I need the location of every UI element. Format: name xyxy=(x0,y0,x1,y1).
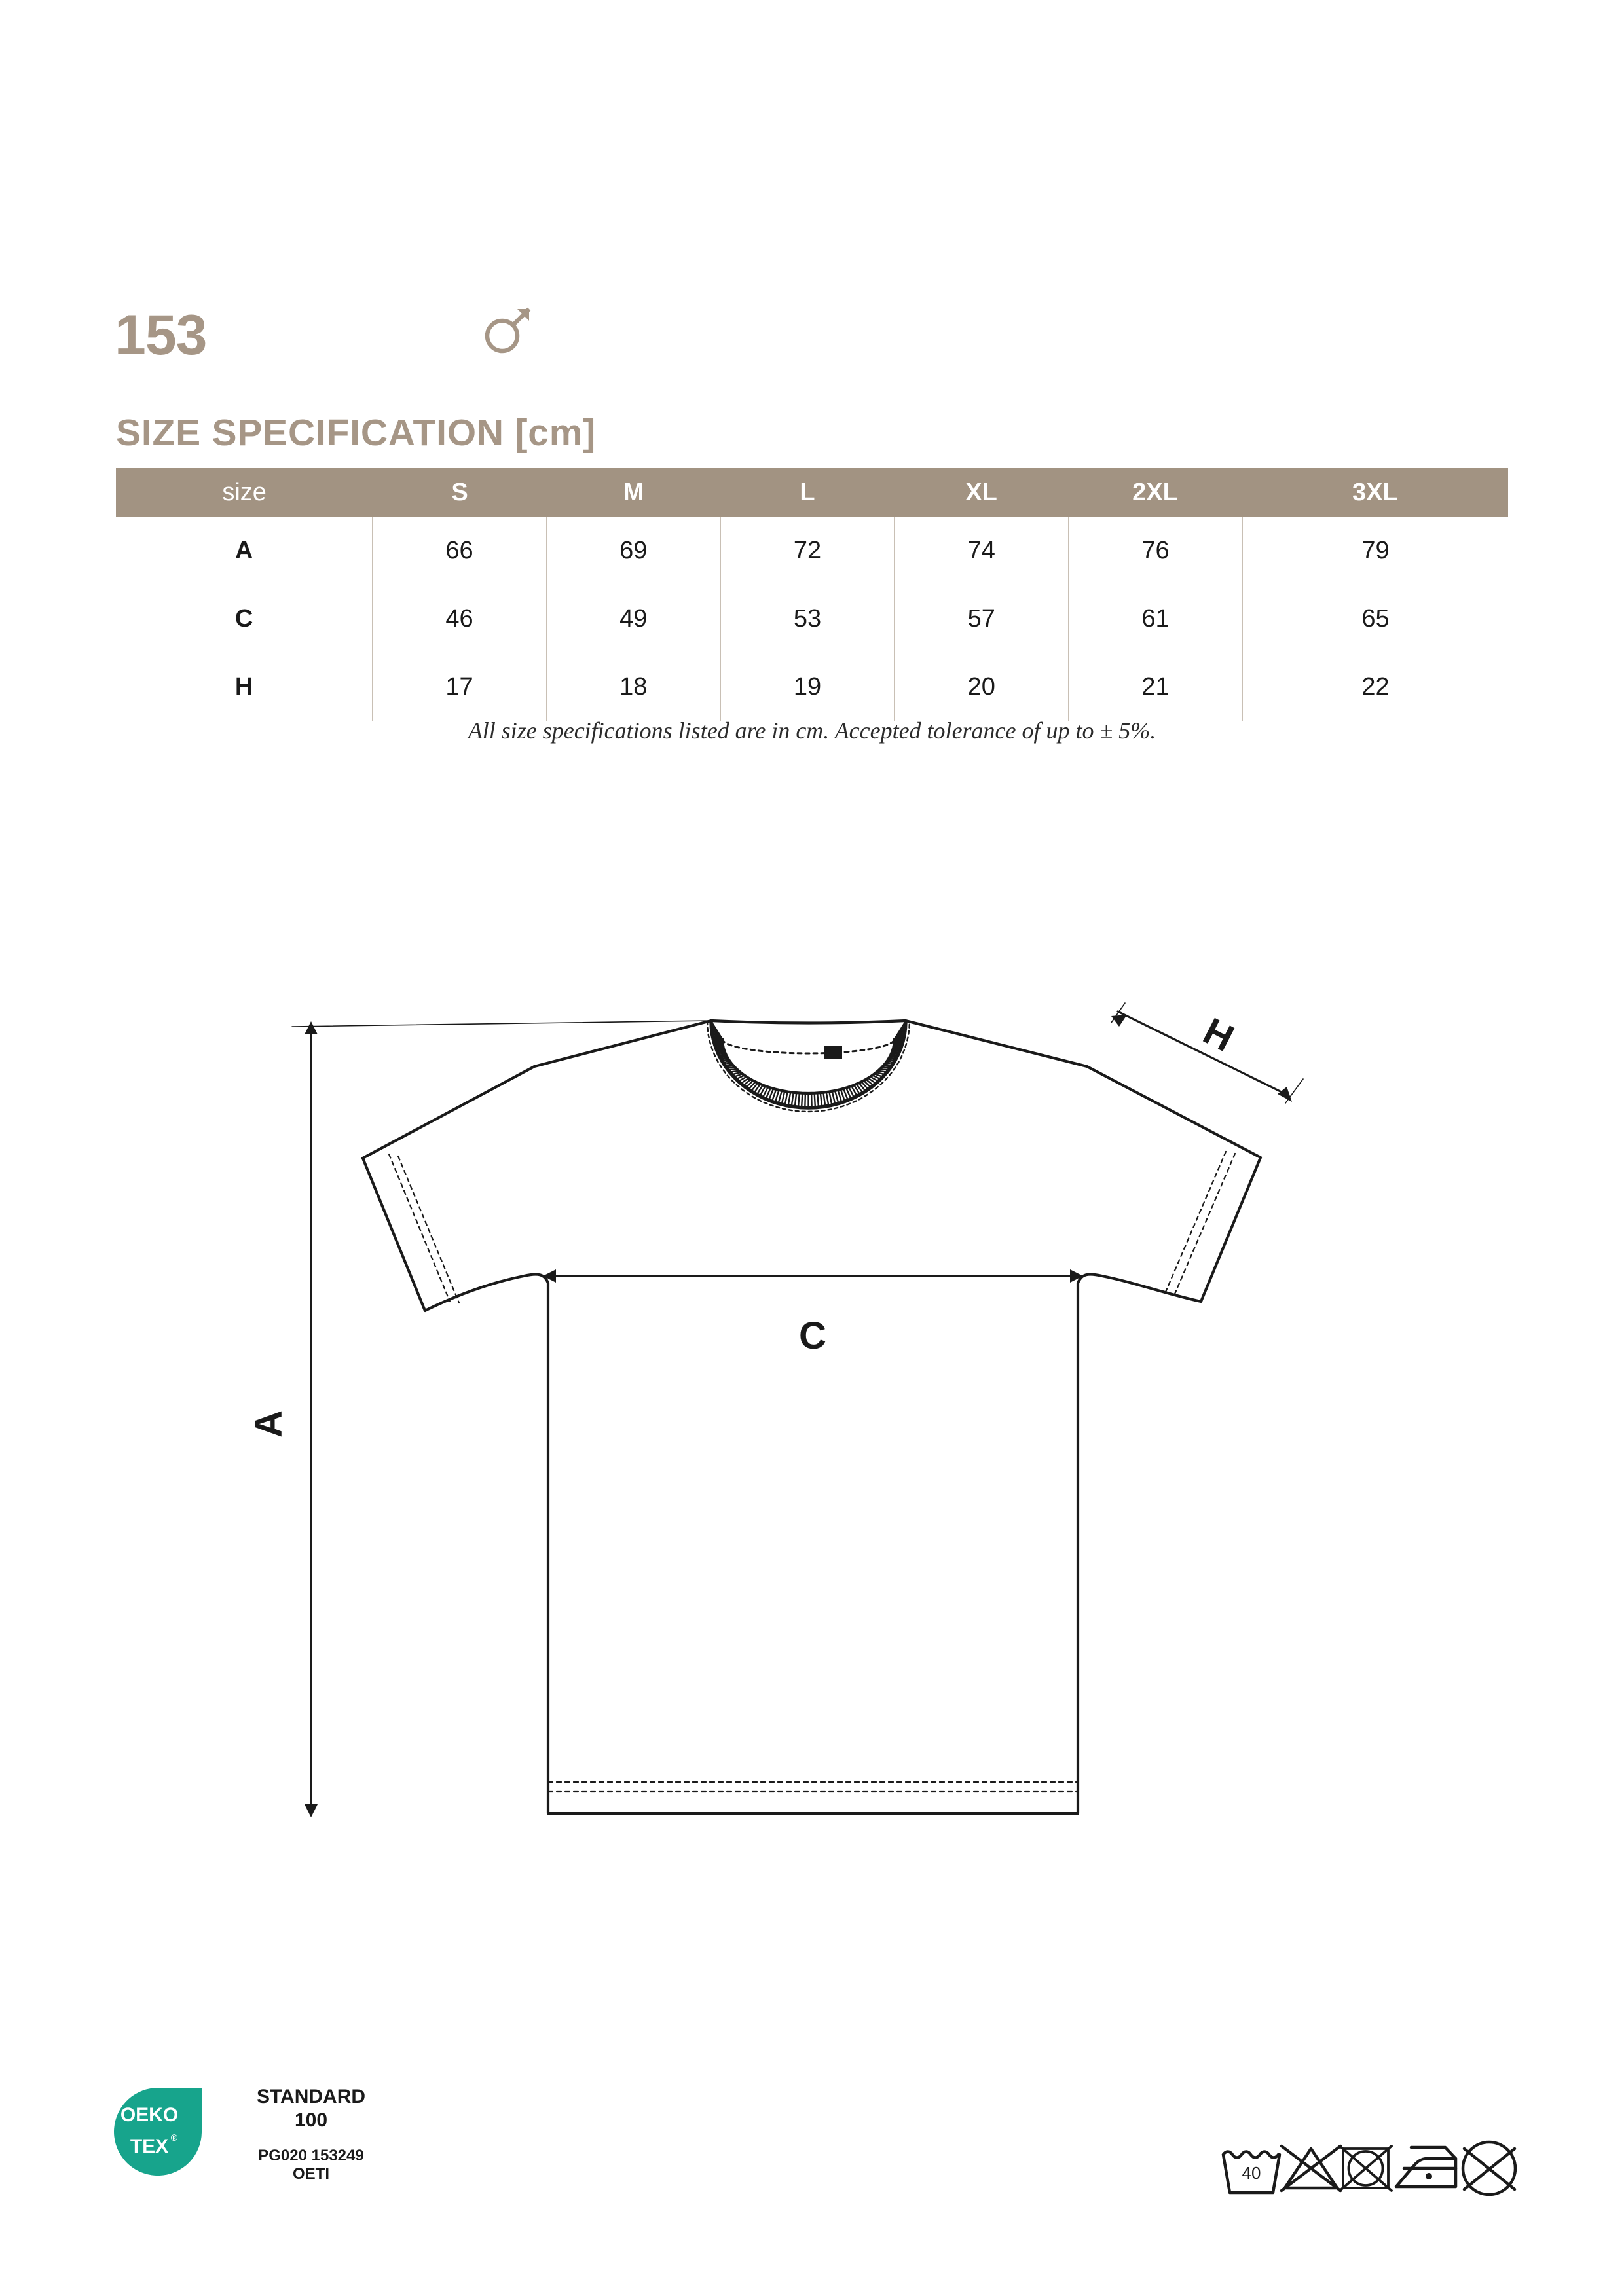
svg-text:C: C xyxy=(799,1315,826,1357)
svg-text:40: 40 xyxy=(1242,2163,1261,2183)
svg-text:OETI: OETI xyxy=(293,2165,329,2183)
svg-text:STANDARD: STANDARD xyxy=(257,2086,365,2107)
svg-text:PG020 153249: PG020 153249 xyxy=(258,2147,363,2164)
svg-text:A: A xyxy=(248,1410,290,1438)
svg-text:100: 100 xyxy=(295,2109,327,2131)
svg-text:OEKO: OEKO xyxy=(120,2104,178,2126)
svg-text:®: ® xyxy=(171,2132,178,2143)
svg-text:TEX: TEX xyxy=(130,2136,168,2157)
